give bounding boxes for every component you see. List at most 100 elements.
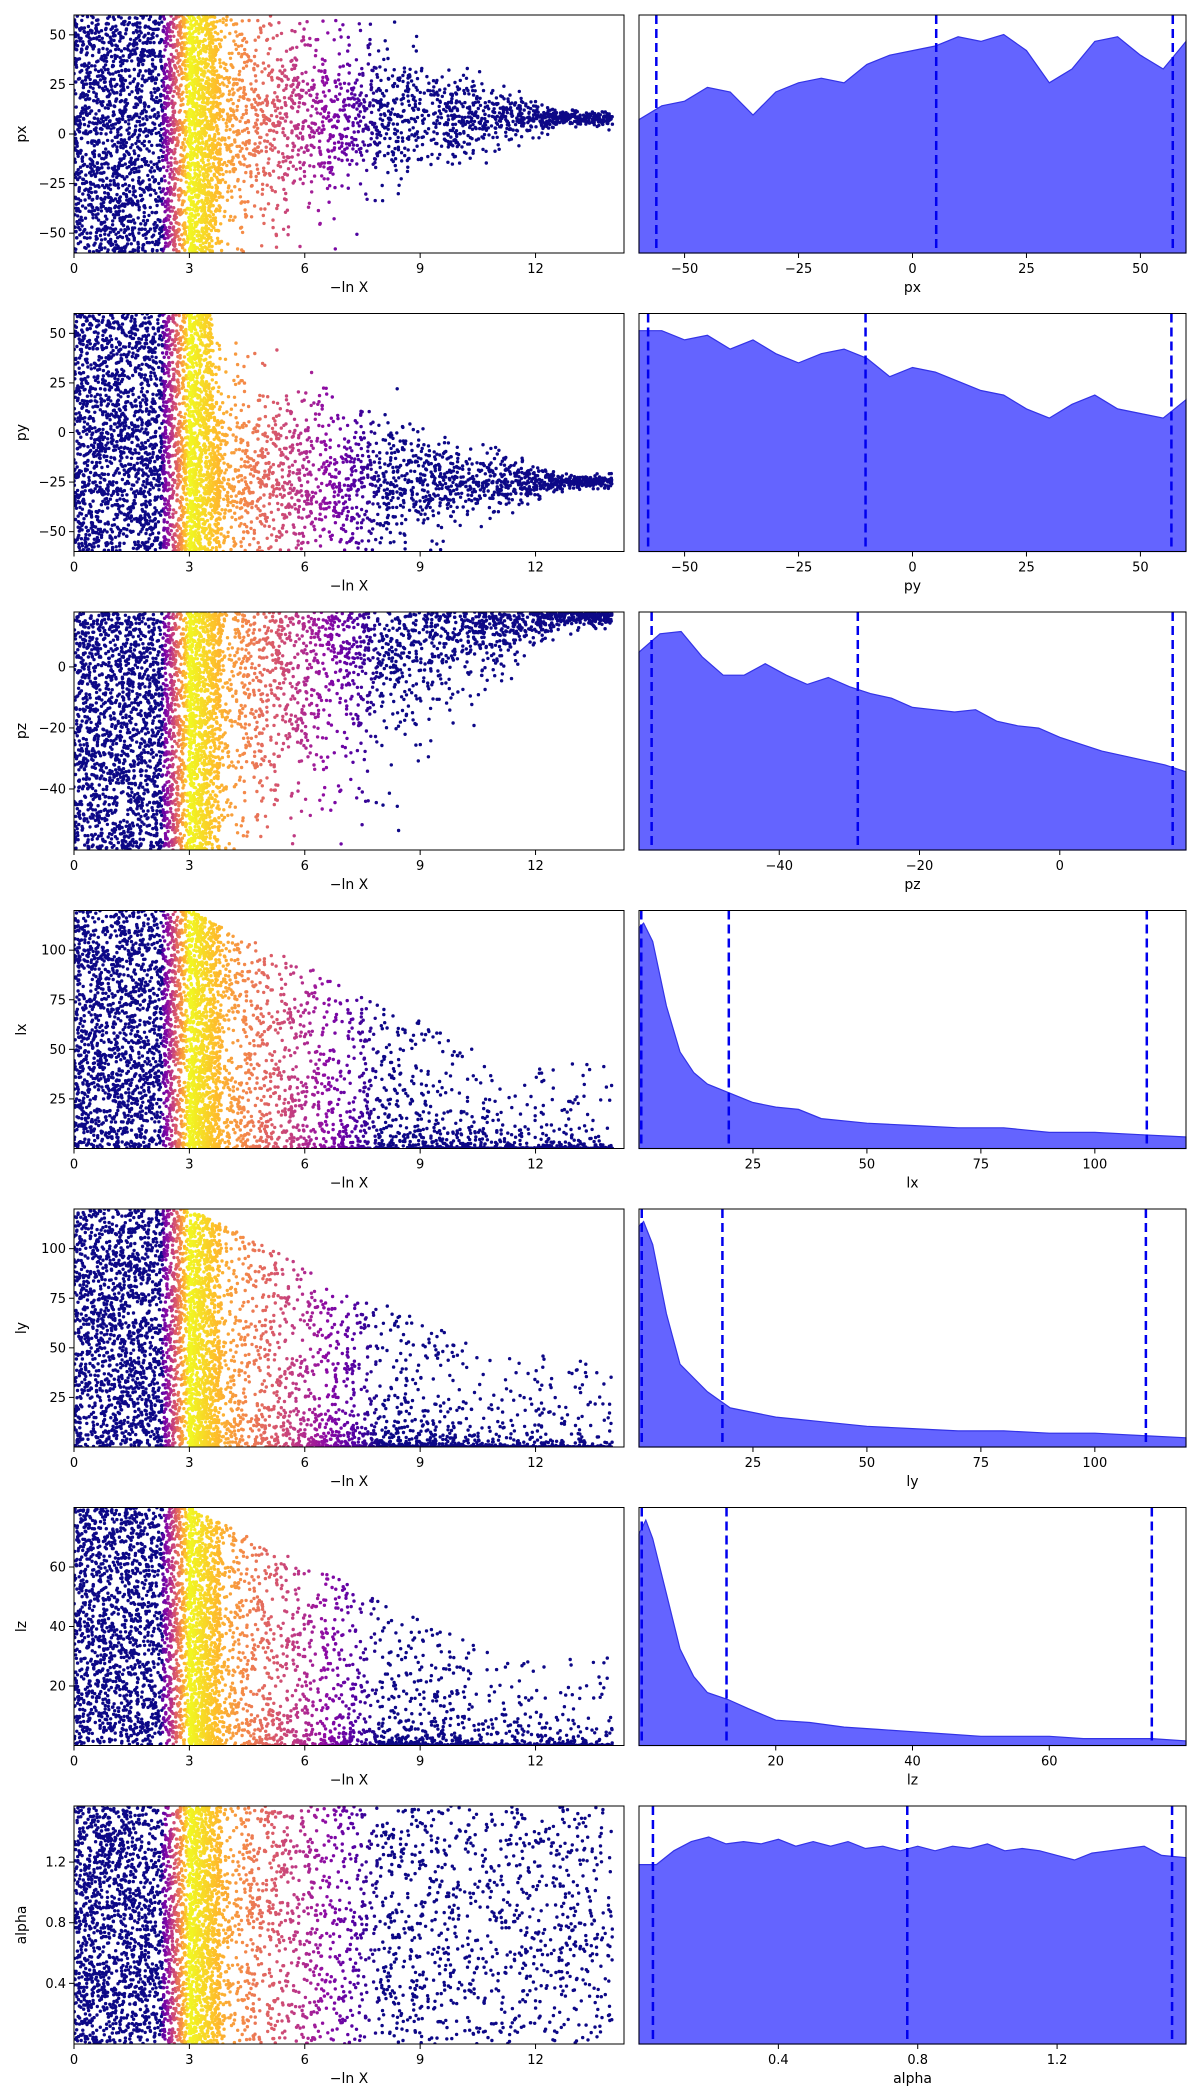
y-axis-label: py <box>14 424 30 441</box>
x-tick-label: 25 <box>1018 262 1035 277</box>
x-axis-label: −ln X <box>330 1773 369 1789</box>
y-tick-label: −20 <box>39 721 66 736</box>
x-tick-label: 12 <box>527 1755 544 1770</box>
y-tick-label: 50 <box>49 327 66 342</box>
x-axis-label: −ln X <box>330 1474 369 1490</box>
x-tick-label: 0 <box>70 1158 78 1173</box>
density-frame <box>638 313 1187 552</box>
x-tick-label: −20 <box>906 859 933 874</box>
y-axis-label: ly <box>14 1322 30 1334</box>
y-tick-label: 0 <box>58 426 66 441</box>
y-tick-label: 25 <box>49 78 66 93</box>
x-tick-label: 0 <box>1056 859 1064 874</box>
x-axis-label: −ln X <box>330 280 369 296</box>
y-tick-label: 60 <box>49 1561 66 1576</box>
x-axis-label: pz <box>904 877 920 893</box>
x-tick-label: 0 <box>70 1456 78 1471</box>
x-tick-label: 6 <box>301 2053 309 2068</box>
x-axis-label: lx <box>906 1176 918 1192</box>
x-tick-label: 0.8 <box>907 2053 928 2068</box>
x-tick-label: 9 <box>416 2053 424 2068</box>
x-tick-label: 1.2 <box>1047 2053 1068 2068</box>
density-area <box>638 330 1187 553</box>
trace-panel-4: 0 3 6 9 12 −ln X 25 50 75 100 ly <box>14 1208 625 1490</box>
density-panel-3: 25 50 75 100 lx <box>638 910 1187 1192</box>
density-area <box>638 1518 1187 1747</box>
y-tick-label: 100 <box>41 944 66 959</box>
density-panel-0: −50 −25 0 25 50 px <box>638 14 1187 296</box>
x-tick-label: −25 <box>785 262 812 277</box>
x-tick-label: 25 <box>745 1456 762 1471</box>
y-tick-label: 50 <box>49 1043 66 1058</box>
y-tick-label: −25 <box>39 476 66 491</box>
trace-panel-2: 0 3 6 9 12 −ln X −40 −20 0 pz <box>14 611 625 893</box>
x-tick-label: 3 <box>185 1158 193 1173</box>
x-axis-label: −ln X <box>330 877 369 893</box>
x-tick-label: 0 <box>70 262 78 277</box>
x-tick-label: 12 <box>527 1158 544 1173</box>
x-tick-label: 9 <box>416 561 424 576</box>
x-tick-label: 100 <box>1082 1158 1107 1173</box>
x-tick-label: 100 <box>1082 1456 1107 1471</box>
trace-panel-5: 0 3 6 9 12 −ln X 20 40 60 lz <box>14 1507 625 1789</box>
trace-frame <box>73 1805 625 2045</box>
x-tick-label: 3 <box>185 859 193 874</box>
y-tick-label: 20 <box>49 1680 66 1695</box>
x-tick-label: 3 <box>185 1456 193 1471</box>
x-tick-label: 0 <box>908 561 916 576</box>
trace-frame <box>73 1208 625 1448</box>
x-axis-label: py <box>904 579 921 595</box>
x-tick-label: 0.4 <box>768 2053 789 2068</box>
density-frame <box>638 611 1187 851</box>
trace-frame <box>73 611 625 851</box>
x-axis-label: −ln X <box>330 579 369 595</box>
x-tick-label: 0 <box>70 561 78 576</box>
y-tick-label: −40 <box>39 782 66 797</box>
x-tick-label: 12 <box>527 2053 544 2068</box>
x-tick-label: −50 <box>671 561 698 576</box>
density-frame <box>638 14 1187 254</box>
y-tick-label: 75 <box>49 993 66 1008</box>
trace-panel-6: 0 3 6 9 12 −ln X 0.4 0.8 1.2 alpha <box>14 1805 625 2087</box>
y-tick-label: 40 <box>49 1620 66 1635</box>
x-tick-label: 3 <box>185 1755 193 1770</box>
density-area <box>638 33 1187 254</box>
x-tick-label: −50 <box>671 262 698 277</box>
x-tick-label: 0 <box>908 262 916 277</box>
trace-frame <box>73 910 625 1149</box>
y-tick-label: 0 <box>58 128 66 143</box>
density-frame <box>638 1208 1187 1448</box>
y-tick-label: −50 <box>39 525 66 540</box>
x-axis-label: ly <box>906 1474 918 1490</box>
x-tick-label: 25 <box>745 1158 762 1173</box>
x-tick-label: −25 <box>785 561 812 576</box>
x-tick-label: 3 <box>185 561 193 576</box>
x-axis-label: alpha <box>893 2071 932 2087</box>
y-axis-label: px <box>14 125 30 142</box>
scatter-points <box>74 612 614 850</box>
y-tick-label: 100 <box>41 1242 66 1257</box>
density-frame <box>638 1805 1187 2045</box>
scatter-points <box>74 313 614 552</box>
trace-panel-3: 0 3 6 9 12 −ln X 25 50 75 100 lx <box>14 910 625 1192</box>
trace-frame <box>73 1507 625 1746</box>
trace-frame <box>73 313 625 552</box>
x-tick-label: 40 <box>904 1755 921 1770</box>
density-panel-6: 0.4 0.8 1.2 alpha <box>638 1805 1187 2087</box>
x-tick-label: −40 <box>766 859 793 874</box>
x-tick-label: 60 <box>1041 1755 1058 1770</box>
x-axis-label: −ln X <box>330 2071 369 2087</box>
trace-frame <box>73 14 625 254</box>
scatter-points <box>74 910 614 1149</box>
y-tick-label: 0.4 <box>45 1977 66 1992</box>
y-tick-label: −50 <box>39 227 66 242</box>
y-tick-label: −25 <box>39 177 66 192</box>
x-tick-label: 50 <box>1132 561 1149 576</box>
y-tick-label: 1.2 <box>45 1856 66 1871</box>
density-frame <box>638 1507 1187 1746</box>
scatter-points <box>74 1507 614 1746</box>
x-tick-label: 3 <box>185 262 193 277</box>
scatter-points <box>74 1209 614 1447</box>
scatter-points <box>74 1806 614 2044</box>
x-axis-label: px <box>904 280 921 296</box>
